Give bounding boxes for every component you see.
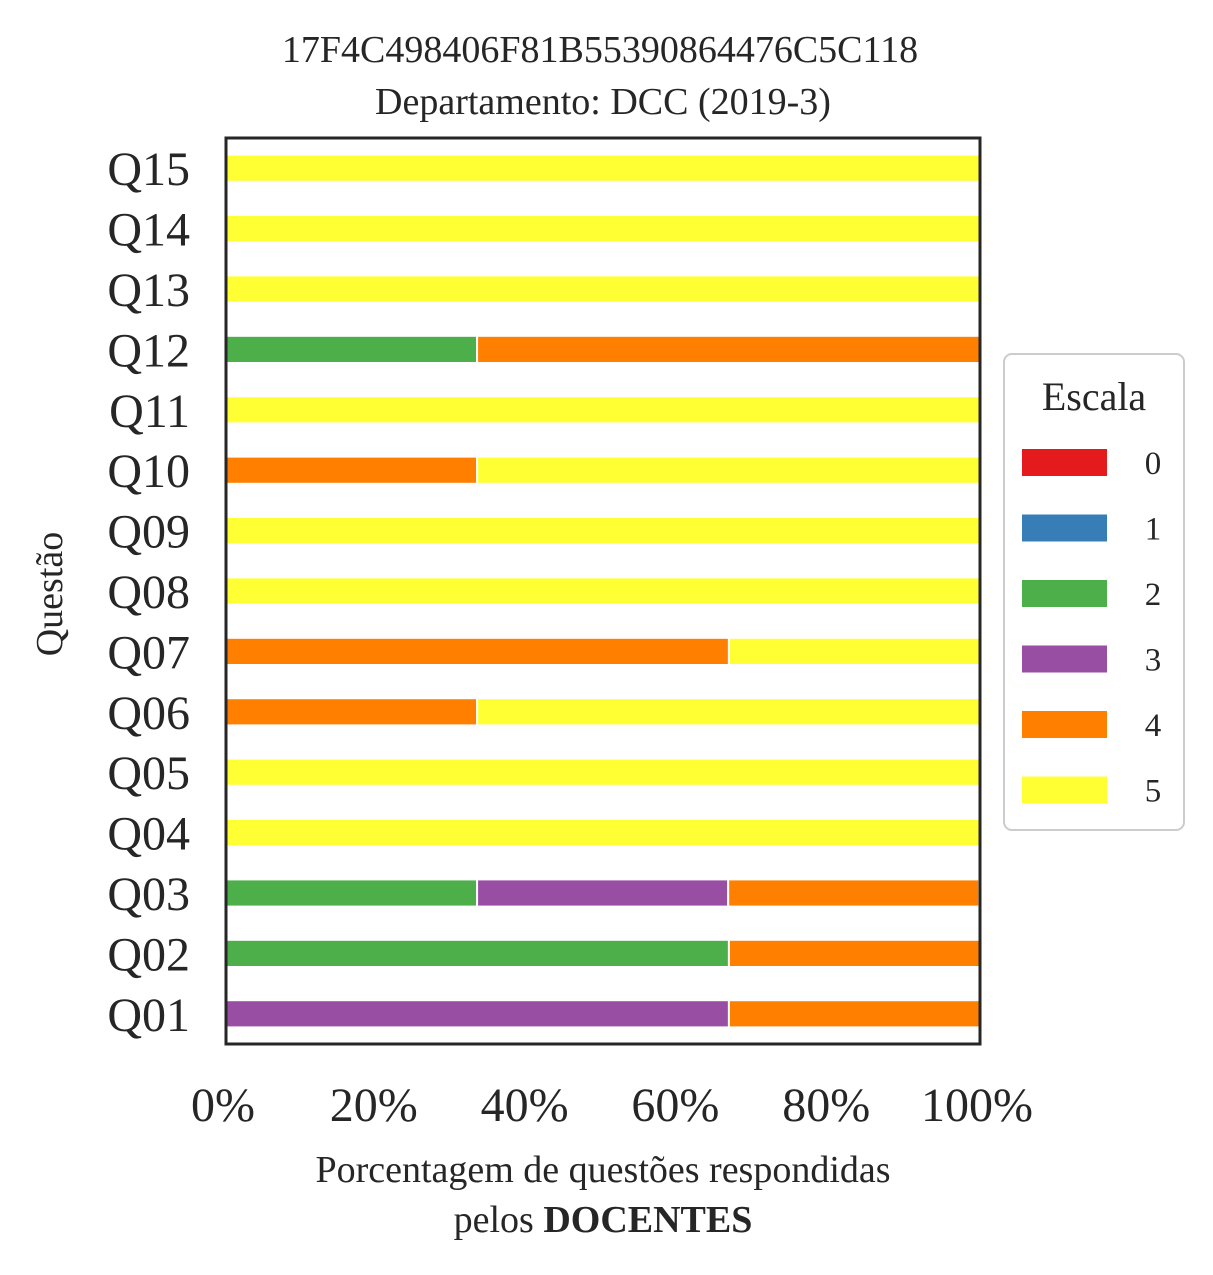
y-tick-label: Q12	[107, 324, 190, 377]
legend-swatch-0	[1022, 449, 1107, 476]
y-tick-label: Q13	[107, 264, 190, 317]
x-tick-label: 40%	[481, 1079, 569, 1132]
y-tick-labels: Q01 Q02 Q03 Q04 Q05 Q06 Q07 Q08 Q09 Q10 Q11 Q12 Q13 Q…	[107, 143, 190, 1042]
bar-q06-scale-5	[476, 697, 981, 727]
legend-swatch-2	[1022, 580, 1107, 607]
legend-label-5: 5	[1145, 774, 1162, 810]
legend-label-4: 4	[1145, 708, 1162, 744]
bar-q14-scale-5	[225, 214, 981, 244]
y-tick-label: Q05	[107, 747, 190, 800]
bar-q03-scale-3	[476, 878, 730, 908]
x-axis-label: Porcentagem de questões respondidas	[315, 1149, 890, 1191]
bar-q04-scale-5	[225, 818, 981, 848]
x-tick-labels: 0% 20% 40% 60% 80% 100%	[191, 1079, 1033, 1132]
bar-q02-scale-4	[727, 938, 982, 968]
x-axis-label-prefix: pelos	[454, 1199, 534, 1241]
bar-q01-scale-3	[225, 999, 730, 1029]
bar-q10-scale-5	[476, 455, 981, 485]
y-tick-label: Q10	[107, 445, 190, 498]
x-axis-label-bold: DOCENTES	[543, 1199, 752, 1241]
y-tick-label: Q14	[107, 204, 190, 257]
bar-q06-scale-4	[225, 697, 479, 727]
bar-q10-scale-4	[225, 455, 479, 485]
x-tick-label: 0%	[191, 1079, 255, 1132]
bar-q01-scale-4	[727, 999, 982, 1029]
y-tick-label: Q11	[109, 385, 190, 438]
y-tick-label: Q03	[107, 868, 190, 921]
bar-q09-scale-5	[225, 516, 981, 546]
y-tick-label: Q08	[107, 566, 190, 619]
chart-title: 17F4C498406F81B55390864476C5C118	[282, 29, 918, 71]
y-axis-label: Questão	[29, 532, 71, 657]
bar-q03-scale-4	[727, 878, 981, 908]
legend-items: 0 1 2 3 4 5	[1022, 446, 1161, 810]
x-tick-label: 60%	[631, 1079, 719, 1132]
legend-label-1: 1	[1145, 512, 1162, 548]
bar-q13-scale-5	[225, 274, 981, 304]
chart-subtitle: Departamento: DCC (2019-3)	[375, 81, 831, 123]
bars-group	[225, 153, 982, 1029]
y-tick-label: Q07	[107, 626, 190, 679]
bar-q15-scale-5	[225, 153, 981, 183]
y-tick-label: Q02	[107, 928, 190, 981]
bar-q12-scale-4	[476, 334, 981, 364]
legend-label-2: 2	[1145, 577, 1162, 613]
y-tick-label: Q01	[107, 989, 190, 1042]
x-tick-label: 20%	[330, 1079, 418, 1132]
legend: Escala 0 1 2 3 4 5	[1003, 353, 1185, 831]
y-tick-label: Q15	[107, 143, 190, 196]
x-tick-label: 80%	[782, 1079, 870, 1132]
bar-q05-scale-5	[225, 757, 981, 787]
plot-frame	[224, 136, 982, 1046]
x-axis-label-line2: pelos DOCENTES	[454, 1199, 753, 1241]
legend-swatch-5	[1022, 776, 1107, 804]
legend-label-0: 0	[1145, 446, 1162, 482]
bar-q12-scale-2	[225, 334, 479, 364]
bar-q03-scale-2	[225, 878, 479, 908]
y-tick-label: Q06	[107, 687, 190, 740]
bar-q07-scale-5	[727, 636, 982, 666]
y-tick-label: Q09	[107, 506, 190, 559]
bar-q07-scale-4	[225, 636, 730, 666]
x-tick-label: 100%	[921, 1079, 1033, 1132]
bar-q11-scale-5	[225, 395, 981, 425]
legend-swatch-4	[1022, 711, 1107, 738]
y-tick-label: Q04	[107, 808, 190, 861]
bar-q02-scale-2	[225, 938, 730, 968]
legend-title: Escala	[1042, 374, 1147, 419]
bar-q08-scale-5	[225, 576, 981, 606]
legend-swatch-1	[1022, 514, 1107, 542]
legend-label-3: 3	[1145, 643, 1162, 679]
legend-swatch-3	[1022, 645, 1107, 673]
